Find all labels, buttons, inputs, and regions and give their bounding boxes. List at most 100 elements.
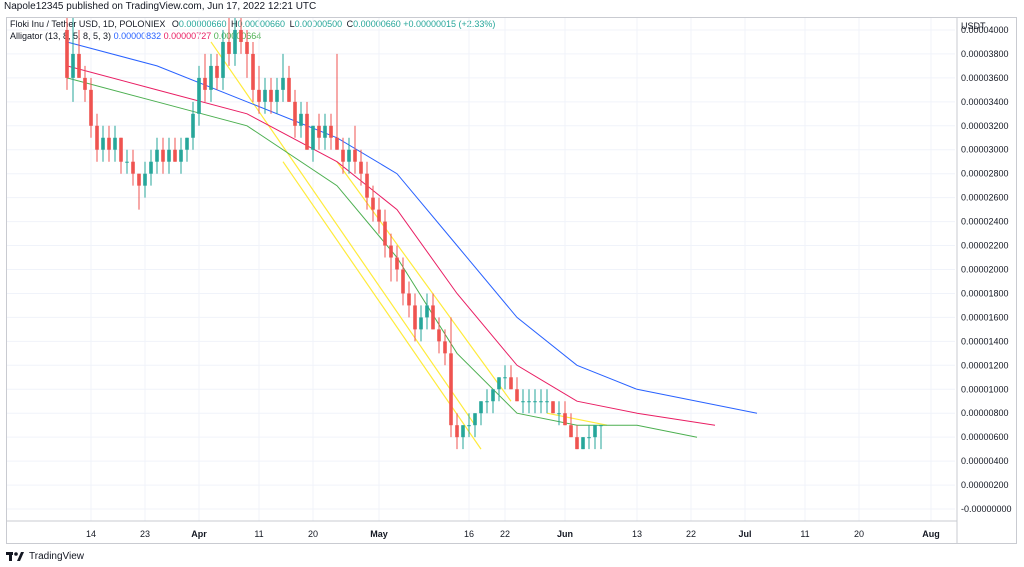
alligator-lips-value: 0.00000664 [213, 31, 262, 41]
y-tick-label: 0.00002800 [961, 169, 1009, 179]
candle-body [485, 401, 489, 403]
candle-body [521, 401, 525, 403]
legend-high: 0.00000660 [237, 19, 286, 29]
y-tick-label: 0.00001600 [961, 312, 1009, 322]
candle-body [245, 41, 249, 54]
candle-body [101, 137, 105, 150]
candle-body [89, 89, 93, 126]
candle-body [479, 401, 483, 414]
candle-body [419, 317, 423, 330]
y-tick-label: 0.00001400 [961, 336, 1009, 346]
footer-brand: TradingView [29, 550, 85, 562]
x-tick-label: 20 [308, 529, 318, 539]
legend-h-label: H [231, 19, 238, 29]
y-tick-label: 0.00000400 [961, 456, 1009, 466]
x-tick-label: 11 [254, 529, 263, 539]
x-tick-label: May [370, 529, 388, 539]
candle-body [575, 437, 579, 450]
candle-body [251, 53, 255, 90]
y-tick-label: 0.00000600 [961, 432, 1009, 442]
candle-body [107, 137, 111, 150]
candle-body [413, 305, 417, 330]
y-tick-label: 0.00003600 [961, 73, 1009, 83]
x-tick-label: Jun [557, 529, 573, 539]
candle-body [347, 149, 351, 162]
candle-body [269, 89, 273, 102]
y-tick-label: 0.00004000 [961, 25, 1009, 35]
ohlc-legend: Floki Inu / Tether USD, 1D, POLONIEX O0.… [10, 19, 495, 30]
y-tick-label: 0.00001200 [961, 360, 1009, 370]
candle-body [215, 65, 219, 78]
y-tick-label: 0.00003800 [961, 49, 1009, 59]
tradingview-logo-icon [6, 551, 24, 561]
candle-body [539, 401, 543, 403]
candle-body [401, 269, 405, 294]
candle-body [233, 29, 237, 54]
x-tick-label: 11 [800, 529, 809, 539]
y-tick-label: 0.00000800 [961, 408, 1009, 418]
candle-body [587, 437, 591, 439]
legend-symbol[interactable]: Floki Inu / Tether USD, 1D, POLONIEX [10, 19, 166, 29]
y-tick-label: 0.00003000 [961, 145, 1009, 155]
alligator-label[interactable]: Alligator (13, 8, 5, 8, 5, 3) [10, 31, 112, 41]
candle-body [395, 257, 399, 270]
candle-body [155, 149, 159, 162]
candle-body [239, 29, 243, 42]
candle-body [173, 149, 177, 162]
x-tick-label: Aug [922, 529, 940, 539]
candle-body [509, 377, 513, 390]
candle-body [593, 425, 597, 438]
candle-body [467, 425, 471, 427]
candle-body [197, 77, 201, 114]
candle-body [389, 245, 393, 258]
candle-body [71, 53, 75, 78]
candle-body [335, 137, 339, 150]
y-tick-label: 0.00000200 [961, 480, 1009, 490]
candle-body [359, 161, 363, 174]
candle-body [263, 89, 267, 102]
candle-body [311, 125, 315, 150]
y-tick-label: -0.00000000 [961, 504, 1012, 514]
candle-body [551, 401, 555, 414]
legend-close: 0.00000660 [353, 19, 401, 29]
y-tick-label: 0.00001800 [961, 288, 1009, 298]
candle-body [383, 221, 387, 246]
x-tick-label: 16 [464, 529, 474, 539]
alligator-jaw-line [66, 41, 758, 414]
legend-change: +0.00000015 (+2.33%) [403, 19, 496, 29]
candle-body [275, 89, 279, 102]
candle-body [455, 425, 459, 438]
candle-body [365, 173, 369, 198]
alligator-teeth-value: 0.00000727 [163, 31, 212, 41]
candle-body [431, 305, 435, 330]
candle-body [293, 101, 297, 126]
alligator-jaw-value: 0.00000832 [113, 31, 162, 41]
y-tick-label: 0.00003200 [961, 121, 1009, 131]
candle-body [209, 65, 213, 90]
candle-body [143, 173, 147, 186]
candle-body [227, 41, 231, 54]
y-tick-label: 0.00002600 [961, 193, 1009, 203]
y-tick-label: 0.00002400 [961, 217, 1009, 227]
x-tick-label: 13 [632, 529, 642, 539]
candle-body [461, 425, 465, 438]
candle-body [317, 125, 321, 138]
candle-body [305, 113, 309, 150]
currency-label: USDT [961, 21, 986, 31]
candle-body [527, 401, 531, 403]
chart-frame [6, 17, 1017, 544]
x-tick-label: Apr [191, 529, 207, 539]
candle-body [449, 353, 453, 426]
candle-body [323, 125, 327, 138]
alligator-legend: Alligator (13, 8, 5, 8, 5, 3) 0.00000832… [10, 31, 261, 42]
candle-body [131, 161, 135, 174]
candle-body [221, 41, 225, 78]
candle-body [533, 401, 537, 403]
candle-body [377, 209, 381, 222]
alligator-teeth-line [66, 65, 716, 426]
candle-body [119, 137, 123, 162]
legend-c-label: C [346, 19, 354, 29]
x-tick-label: 23 [140, 529, 150, 539]
candle-body [113, 137, 117, 150]
